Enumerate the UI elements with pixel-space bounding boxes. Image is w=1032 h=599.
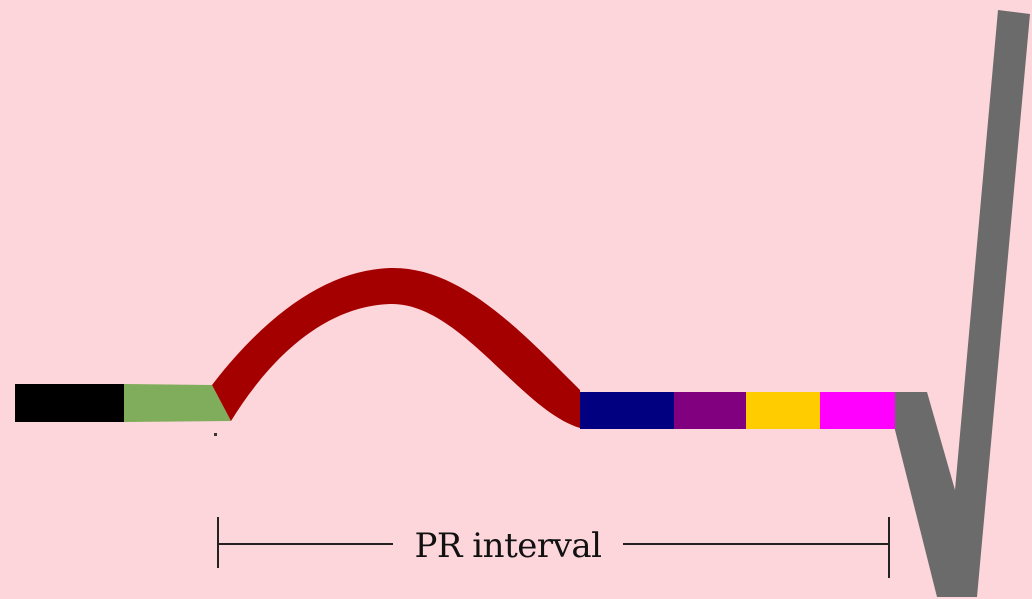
pr-segment-yellow bbox=[746, 392, 821, 429]
pr-segment-magenta bbox=[820, 392, 896, 429]
atrial-onset-green-segment bbox=[124, 384, 231, 422]
qrs-complex bbox=[895, 10, 1030, 597]
pr-segment-purple bbox=[674, 392, 747, 429]
pr-interval-label: PR interval bbox=[393, 521, 623, 571]
marker-dot bbox=[214, 433, 217, 436]
p-wave bbox=[212, 267, 580, 428]
pr-segment-navy bbox=[580, 392, 675, 429]
baseline-black-segment bbox=[15, 384, 127, 422]
